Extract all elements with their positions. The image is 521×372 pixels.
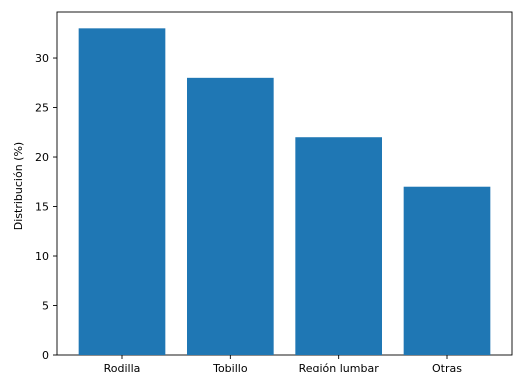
bar-rodilla	[78, 28, 166, 355]
x-tick-label: Tobillo	[212, 362, 248, 372]
bar-región-lumbar	[295, 137, 382, 355]
plot-area	[56, 11, 513, 356]
x-tick-label: Región lumbar	[299, 362, 380, 372]
y-axis-ticks: 0 5 10 15 20 25 30	[35, 52, 57, 362]
x-tick-label: Otras	[432, 362, 462, 372]
y-tick-label: 15	[35, 201, 49, 214]
y-tick-label: 20	[35, 151, 49, 164]
bar-tobillo	[187, 77, 274, 356]
y-axis-label: Distribución (%)	[12, 142, 25, 230]
y-tick-label: 25	[35, 102, 49, 115]
y-tick-label: 0	[42, 349, 49, 362]
y-tick-label: 30	[35, 52, 49, 65]
y-tick-label: 5	[42, 300, 49, 313]
x-axis-ticks: Rodilla Tobillo Región lumbar Otras	[104, 355, 462, 372]
y-tick-label: 10	[35, 250, 49, 263]
bar-otras	[403, 186, 491, 355]
bars-group	[78, 28, 491, 356]
x-tick-label: Rodilla	[104, 362, 141, 372]
